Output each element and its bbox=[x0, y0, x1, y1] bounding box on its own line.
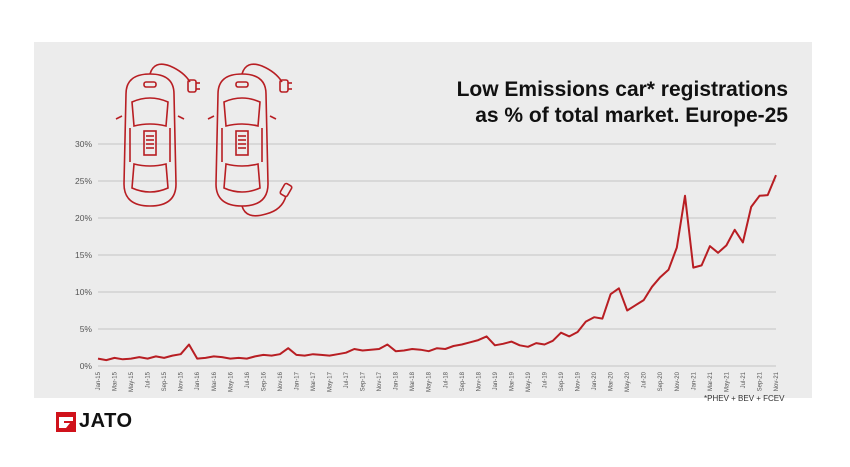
x-tick-label: Nov-19 bbox=[576, 371, 582, 391]
y-tick-label: 30% bbox=[75, 139, 92, 149]
x-tick-label: Jul-17 bbox=[344, 371, 350, 388]
x-tick-label: Sep-15 bbox=[162, 371, 168, 391]
x-tick-label: Jul-19 bbox=[542, 371, 548, 388]
x-tick-label: May-20 bbox=[625, 371, 631, 392]
gridlines bbox=[98, 143, 776, 367]
y-tick-label: 5% bbox=[80, 324, 93, 334]
car-icon bbox=[115, 63, 200, 207]
x-tick-label: Mar-15 bbox=[113, 371, 119, 391]
x-tick-label: Jan-15 bbox=[96, 371, 102, 390]
y-tick-label: 20% bbox=[75, 213, 92, 223]
x-tick-label: May-16 bbox=[228, 371, 234, 392]
footnote: *PHEV + BEV + FCEV bbox=[704, 394, 785, 403]
jato-logo: JATO bbox=[56, 410, 133, 433]
x-tick-label: May-15 bbox=[129, 371, 135, 392]
chart-title-line-2: as % of total market. Europe-25 bbox=[475, 104, 788, 127]
x-tick-label: Mar-18 bbox=[410, 371, 416, 391]
x-tick-label: Mar-19 bbox=[509, 371, 515, 391]
x-tick-label: Sep-19 bbox=[559, 371, 565, 391]
logo-text: JATO bbox=[79, 410, 133, 432]
y-axis-ticks: 0% 5% 10% 15% 20% 25% 30% bbox=[75, 139, 92, 371]
x-tick-label: Jul-20 bbox=[642, 371, 648, 388]
x-tick-label: Mar-17 bbox=[311, 371, 317, 391]
series-line bbox=[97, 174, 777, 362]
x-tick-label: Sep-16 bbox=[261, 371, 267, 391]
y-tick-label: 25% bbox=[75, 176, 92, 186]
x-tick-label: Sep-20 bbox=[658, 371, 664, 391]
car-charger-illustration bbox=[115, 63, 293, 217]
x-tick-label: Jul-16 bbox=[245, 371, 251, 388]
y-tick-label: 0% bbox=[80, 361, 93, 371]
x-tick-label: Jan-20 bbox=[592, 371, 598, 390]
x-tick-label: Mar-20 bbox=[609, 371, 615, 391]
x-tick-label: May-21 bbox=[724, 371, 730, 392]
series-line-group bbox=[97, 174, 777, 362]
x-tick-label: Nov-20 bbox=[675, 371, 681, 391]
x-tick-label: Nov-16 bbox=[278, 371, 284, 391]
x-tick-label: Jul-18 bbox=[443, 371, 449, 388]
x-tick-label: Nov-15 bbox=[179, 371, 185, 391]
chart-title-line-1: Low Emissions car* registrations bbox=[456, 78, 788, 101]
x-tick-label: May-19 bbox=[526, 371, 532, 392]
logo-mark-icon bbox=[56, 411, 76, 432]
x-tick-label: Nov-17 bbox=[377, 371, 383, 391]
chart-panel: 0% 5% 10% 15% 20% 25% 30% Jan-15 Mar-15 May-15 Ju… bbox=[34, 42, 812, 403]
x-tick-label: Nov-21 bbox=[774, 371, 780, 391]
x-tick-label: Jan-17 bbox=[294, 371, 300, 390]
x-tick-label: Jul-15 bbox=[146, 371, 152, 388]
x-tick-label: Mar-16 bbox=[212, 371, 218, 391]
x-axis-ticks: Jan-15 Mar-15 May-15 Jul-15 Sep-15 Nov-15 Jan-… bbox=[96, 371, 780, 392]
x-tick-label: Sep-17 bbox=[361, 371, 367, 391]
x-tick-label: Jul-21 bbox=[741, 371, 747, 388]
y-tick-label: 10% bbox=[75, 287, 92, 297]
line-chart: 0% 5% 10% 15% 20% 25% 30% Jan-15 Mar-15 May-15 Ju… bbox=[75, 63, 780, 392]
x-tick-label: May-18 bbox=[427, 371, 433, 392]
x-tick-label: Nov-18 bbox=[476, 371, 482, 391]
x-tick-label: Jan-19 bbox=[493, 371, 499, 390]
car-icon bbox=[207, 63, 293, 217]
x-tick-label: Sep-18 bbox=[460, 371, 466, 391]
x-tick-label: Jan-21 bbox=[691, 371, 697, 390]
x-tick-label: May-17 bbox=[328, 371, 334, 392]
x-tick-label: Sep-21 bbox=[757, 371, 763, 391]
x-tick-label: Jan-18 bbox=[394, 371, 400, 390]
x-tick-label: Jan-16 bbox=[195, 371, 201, 390]
y-tick-label: 15% bbox=[75, 250, 92, 260]
x-tick-label: Mar-21 bbox=[708, 371, 714, 391]
